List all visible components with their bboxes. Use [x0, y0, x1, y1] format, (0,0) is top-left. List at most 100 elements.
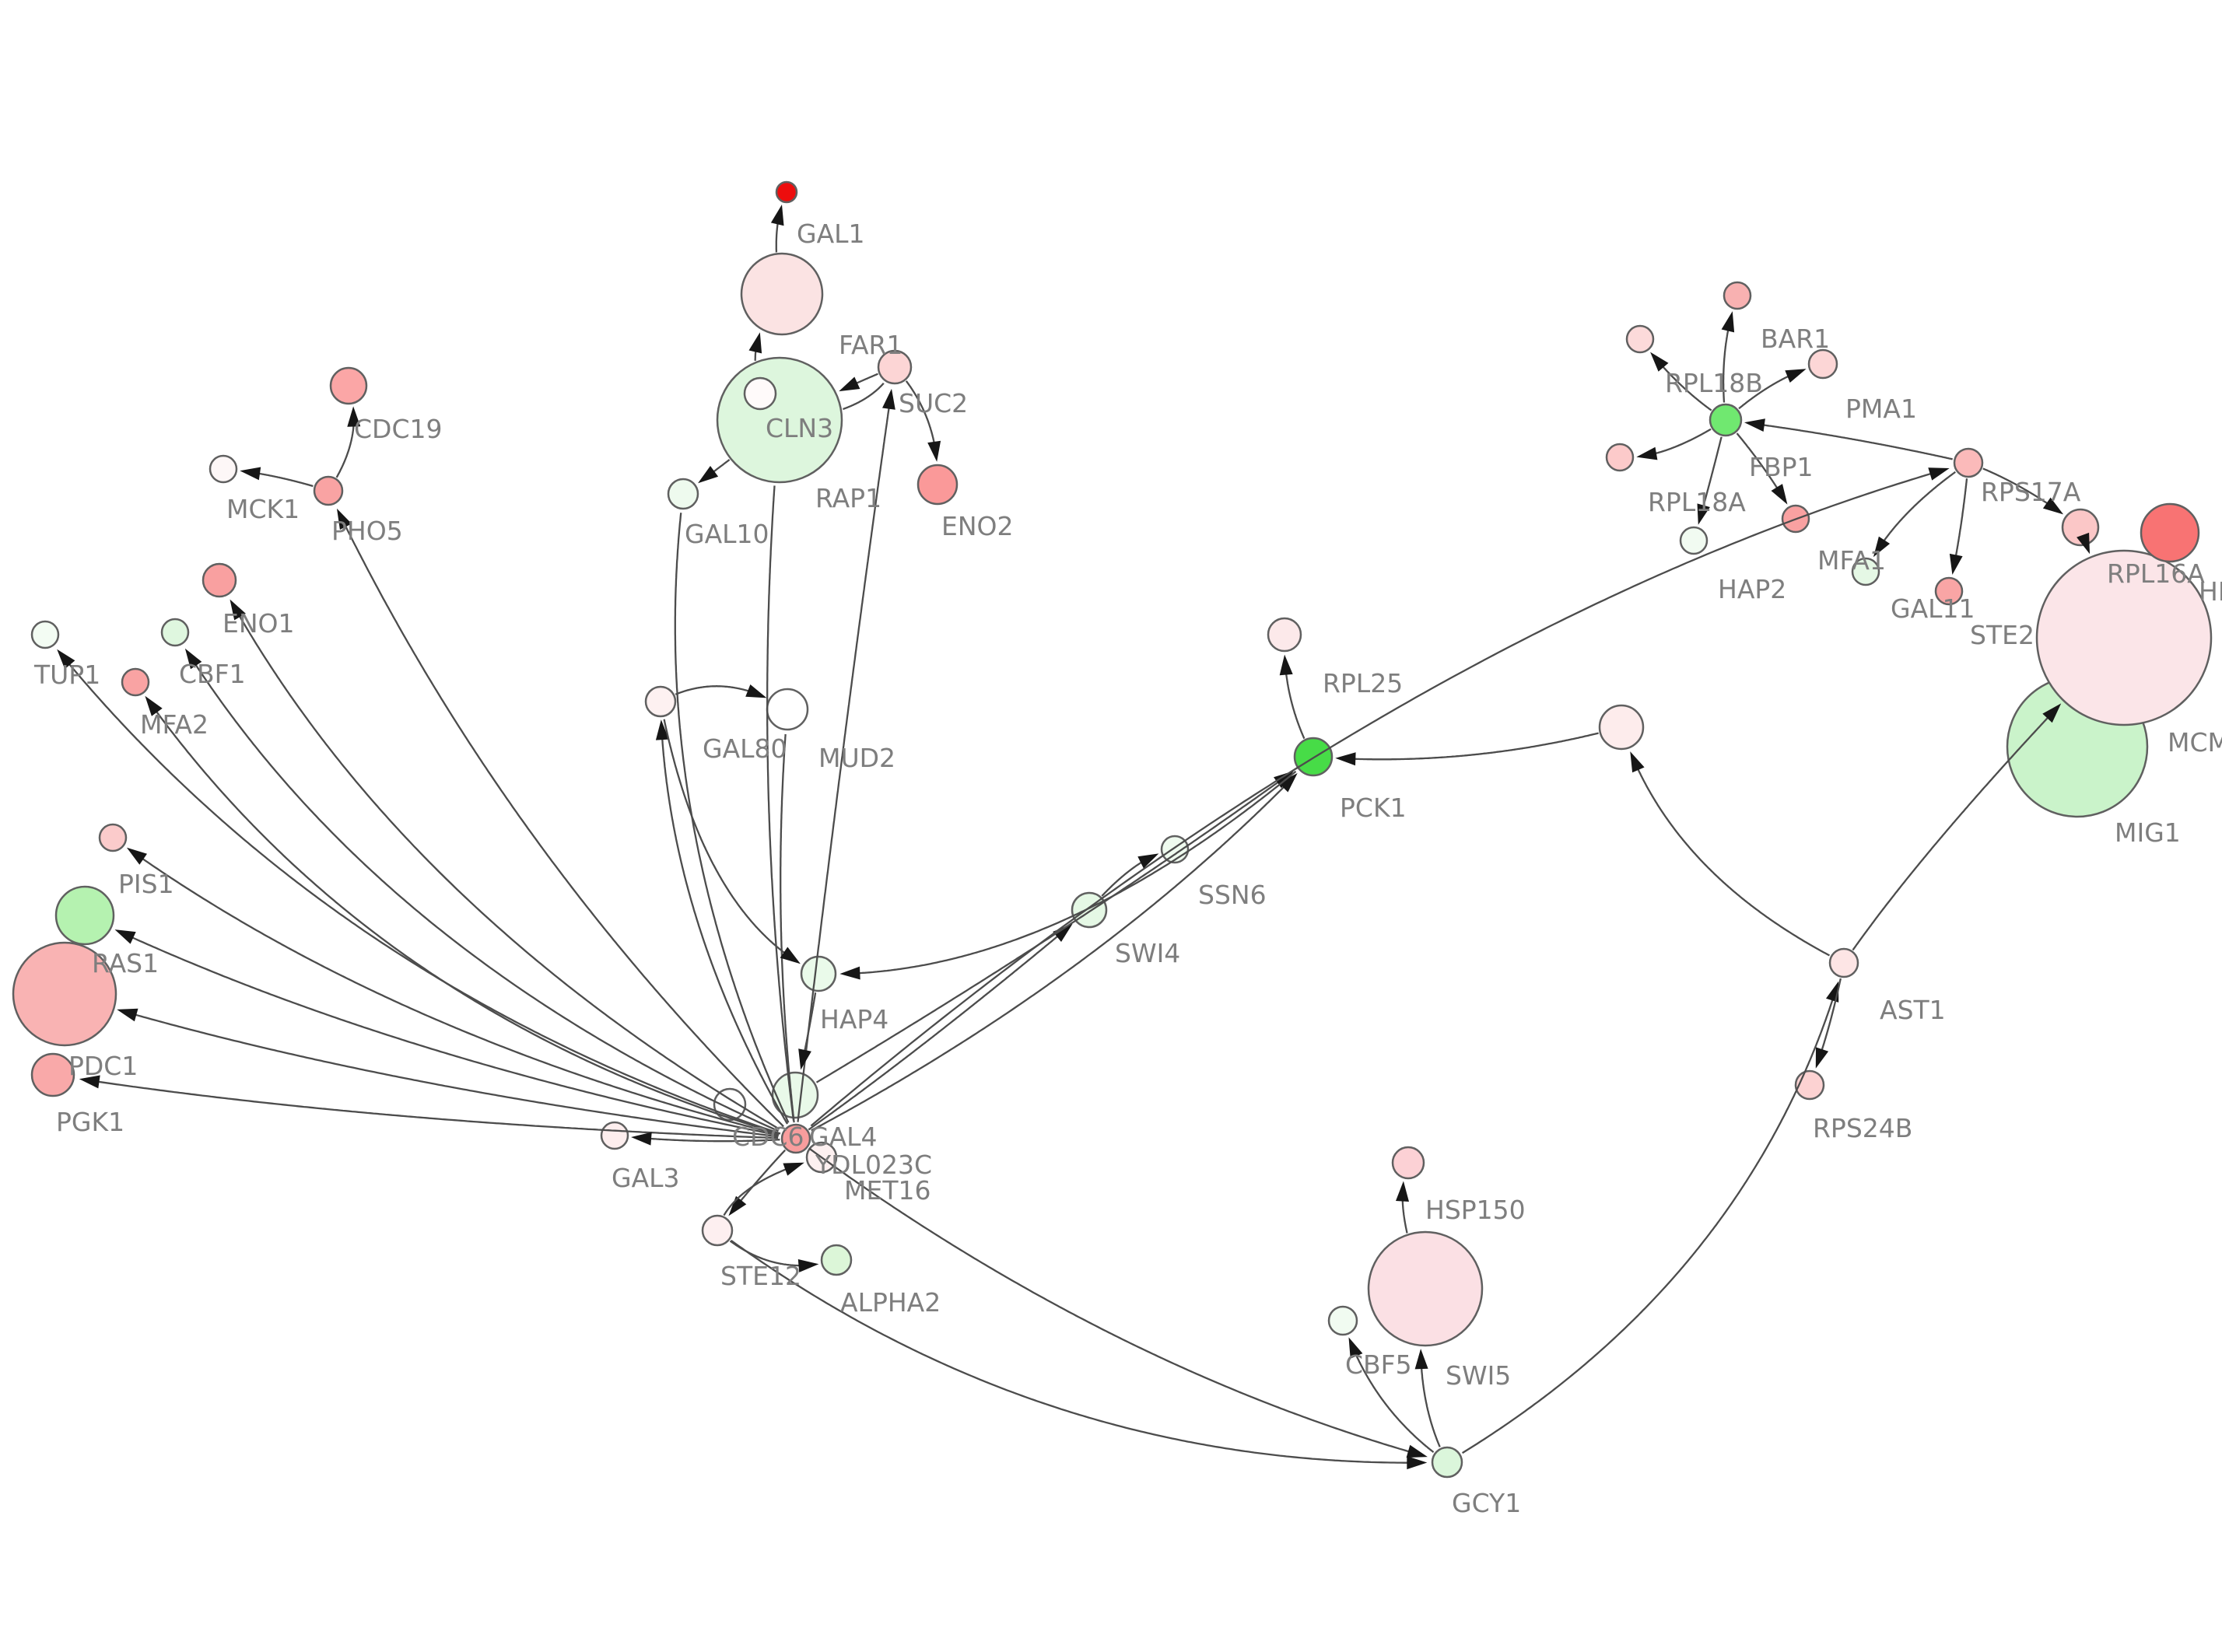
node-FBP1[interactable]: [1709, 403, 1743, 437]
arrowhead-icon: [748, 332, 762, 354]
edge-AST1-RPS24B: [1820, 978, 1842, 1054]
node-PCK1[interactable]: [1293, 737, 1334, 777]
node-PDC1[interactable]: [12, 941, 117, 1047]
arrowhead-icon: [1928, 467, 1950, 481]
arrowhead-icon: [1278, 773, 1298, 793]
arrowhead-icon: [1279, 654, 1293, 676]
node-PGK1[interactable]: [30, 1052, 75, 1097]
node-CDC19[interactable]: [329, 366, 368, 405]
arrowhead-icon: [230, 599, 246, 621]
node-YDL023C[interactable]: [780, 1123, 811, 1154]
arrowhead-icon: [117, 1008, 138, 1022]
node-HSP150[interactable]: [1391, 1146, 1425, 1180]
node-GAL11[interactable]: [1851, 557, 1880, 586]
node-STE12[interactable]: [701, 1214, 734, 1247]
arrowhead-icon: [126, 847, 147, 865]
node-label-SUC2: SUC2: [899, 388, 968, 418]
node-RPL16A[interactable]: [2061, 508, 2100, 547]
node-label-YDL023C: YDL023C: [815, 1150, 932, 1180]
arrowhead-icon: [1697, 503, 1710, 525]
node-BAR1[interactable]: [1723, 281, 1752, 310]
arrowhead-icon: [1826, 981, 1839, 1003]
node-RAS1[interactable]: [54, 885, 115, 946]
node-label-SSN6: SSN6: [1198, 880, 1267, 910]
node-SWI5[interactable]: [1367, 1230, 1484, 1347]
arrowhead-icon: [1636, 446, 1658, 460]
node-RPS17A[interactable]: [1953, 447, 1984, 478]
node-PIS1[interactable]: [98, 823, 128, 852]
node-label-GAL4: GAL4: [809, 1122, 878, 1152]
arrowhead-icon: [347, 406, 361, 427]
node-label-RPL18A: RPL18A: [1648, 487, 1746, 517]
node-ENO2[interactable]: [916, 464, 959, 506]
node-label-TUP1: TUP1: [33, 660, 100, 690]
edge-YDL023C-GAL3: [647, 1137, 780, 1143]
node-CBF1[interactable]: [160, 618, 190, 647]
edge-FBP1-RPL18B: [1659, 363, 1712, 411]
node-GAL10[interactable]: [667, 478, 699, 510]
node-RPL18A[interactable]: [1605, 443, 1635, 472]
node-label-RPS24B: RPS24B: [1813, 1113, 1912, 1143]
arrowhead-icon: [783, 1162, 804, 1176]
arrowhead-icon: [1414, 1349, 1428, 1370]
node-MCM1[interactable]: [2035, 549, 2213, 726]
node-GCY1[interactable]: [1431, 1446, 1463, 1479]
edge-SWI4-SSN6: [1101, 859, 1145, 897]
edge-STE12-GCY1: [731, 1239, 1411, 1464]
edge-UNLABELED1-PCK1: [1351, 732, 1599, 761]
node-HIS4[interactable]: [2140, 502, 2200, 563]
node-ENO1[interactable]: [202, 562, 237, 598]
node-CLN3[interactable]: [743, 376, 777, 411]
edge-YDL023C-GCY1: [808, 1147, 1411, 1454]
edge-PHO5-MCK1: [255, 471, 314, 488]
node-GAL80[interactable]: [644, 685, 677, 718]
edge-GAL80-HAP4: [663, 719, 788, 956]
node-label-HIS4: HIS4: [2199, 576, 2222, 607]
node-label-BAR1: BAR1: [1761, 324, 1830, 354]
arrowhead-icon: [839, 966, 860, 980]
node-label-GAL80: GAL80: [703, 733, 787, 764]
edge-YDL023C-PDC1: [132, 1013, 779, 1138]
arrowhead-icon: [1396, 1181, 1409, 1202]
node-HAP2[interactable]: [1679, 526, 1709, 555]
node-MCK1[interactable]: [209, 454, 238, 484]
edge-GCY1-CBF5: [1354, 1351, 1435, 1454]
node-label-SWI5: SWI5: [1446, 1360, 1511, 1391]
node-GAL3[interactable]: [600, 1121, 629, 1150]
edge-HAP4-GAL4: [803, 992, 817, 1055]
arrowhead-icon: [240, 467, 261, 481]
node-SSN6[interactable]: [1160, 835, 1190, 864]
node-RPL25[interactable]: [1267, 617, 1302, 653]
node-GAL1[interactable]: [775, 180, 798, 204]
node-label-GCY1: GCY1: [1452, 1488, 1521, 1518]
node-HAP4[interactable]: [800, 955, 837, 992]
node-label-CDC6: CDC6: [732, 1122, 804, 1152]
arrowhead-icon: [1785, 369, 1807, 383]
node-SUC2[interactable]: [877, 349, 913, 385]
node-label-MCM1: MCM1: [2168, 727, 2222, 758]
node-GAL4[interactable]: [771, 1071, 819, 1119]
edge-YDL023C-TUP1: [68, 663, 781, 1135]
node-MFA2[interactable]: [121, 667, 150, 697]
node-RPL18B[interactable]: [1625, 324, 1655, 354]
node-TUP1[interactable]: [30, 620, 60, 649]
edge-layer: [57, 205, 2090, 1470]
node-PMA1[interactable]: [1807, 348, 1838, 380]
node-PHO5[interactable]: [313, 475, 344, 506]
node-unlabeled[interactable]: [1598, 704, 1645, 751]
node-label-HAP2: HAP2: [1718, 574, 1786, 604]
node-label-RPL25: RPL25: [1323, 668, 1403, 698]
node-label-PHO5: PHO5: [331, 516, 403, 546]
node-label-RPS17A: RPS17A: [1981, 477, 2081, 507]
node-label-PMA1: PMA1: [1845, 394, 1917, 424]
arrowhead-icon: [145, 695, 163, 716]
node-AST1[interactable]: [1828, 947, 1859, 978]
node-STE2[interactable]: [1934, 576, 1964, 606]
node-FAR1[interactable]: [740, 252, 824, 336]
node-ALPHA2[interactable]: [820, 1244, 853, 1276]
edge-AST1-MCM1: [1852, 715, 2051, 951]
node-MUD2[interactable]: [766, 688, 809, 731]
arrowhead-icon: [1348, 1337, 1363, 1359]
node-CBF5[interactable]: [1327, 1305, 1358, 1336]
